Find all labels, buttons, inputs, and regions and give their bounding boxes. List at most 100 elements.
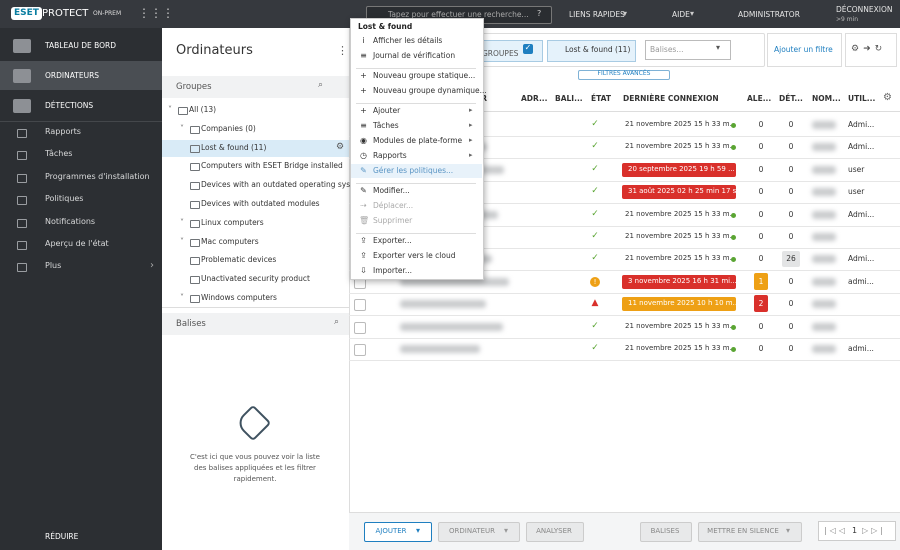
tags-header [162,313,349,335]
group-filter-box[interactable] [547,40,636,62]
group-settings[interactable]: ⚙ [336,141,345,152]
user: Admi... [848,120,875,129]
quick-links[interactable]: LIENS RAPIDES [569,10,625,19]
row-checkbox[interactable] [354,344,366,356]
groups-search[interactable]: ⌕ [318,80,324,90]
tree-item[interactable]: Companies (0) [201,123,256,133]
online-dot [731,347,736,352]
detections: 0 [788,344,794,353]
footer-button[interactable] [698,522,802,542]
panel-title: Ordinateurs [176,43,253,58]
pager-prev[interactable]: |◁◁ [824,526,848,535]
nav-secondary[interactable]: Politiques [45,194,84,204]
footer-button[interactable] [526,522,584,542]
tree-item[interactable]: Computers with ESET Bridge installed [201,161,343,171]
computer-name [400,277,509,286]
submenu-arrow: ▸ [469,121,473,129]
last-connection: 3 novembre 2025 16 h 31 mi... [628,276,737,285]
user: user [848,187,865,197]
menu-item[interactable]: Importer... [373,266,413,275]
nav-secondary[interactable]: Notifications [45,216,96,226]
menu-item[interactable]: Nouveau groupe statique... [373,71,476,80]
menu-item[interactable]: Ajouter [373,106,401,115]
tree-item[interactable]: All (13) [189,105,217,114]
tree-item[interactable]: Problematic devices [201,255,277,265]
nav-secondary[interactable]: Tâches [45,149,73,159]
menu-item[interactable]: Modifier... [373,186,410,195]
column-settings[interactable]: ⚙ [883,92,892,103]
nav-primary[interactable]: ORDINATEURS [45,71,100,80]
os-name [812,277,836,286]
os-name [812,233,836,241]
connection-badge [622,162,736,177]
footer-button-label: ORDINATEUR [449,527,495,535]
tree-item[interactable]: Windows computers [201,293,277,302]
panel-menu[interactable]: ⋮ [337,44,348,57]
column-header[interactable]: DERNIÈRE CONNEXION [623,94,719,103]
nav-secondary[interactable]: Aperçu de l'état [45,239,109,248]
alerts: 0 [758,209,764,219]
nav-secondary[interactable]: Plus [45,261,62,271]
apps-grid[interactable]: ⋮⋮⋮ [138,6,174,20]
menu-icon: ⇩ [360,266,367,275]
menu-separator [356,103,476,104]
tree-arrow[interactable]: ˅ [180,236,184,246]
tree-item[interactable]: Devices with outdated modules [201,199,320,208]
menu-item[interactable]: Journal de vérification [373,51,456,60]
tree-arrow[interactable]: ˅ [180,217,184,227]
add-filter[interactable]: Ajouter un filtre [774,45,833,54]
column-header[interactable]: ADR... [521,94,548,103]
logout[interactable]: DÉCONNEXION [836,5,893,14]
menu-item[interactable]: Rapports [373,151,407,160]
tree-arrow[interactable]: ˅ [180,123,184,133]
tree-arrow[interactable]: ˅ [168,105,172,114]
column-header[interactable]: BALI... [555,94,583,103]
row-checkbox[interactable] [354,321,366,334]
tree-item[interactable]: Devices with an outdated operating syste… [201,180,365,190]
row-checkbox[interactable] [354,299,366,312]
tags-placeholder: Balises... [650,45,684,54]
nav-primary[interactable]: TABLEAU DE BORD [45,41,116,50]
column-header[interactable]: UTIL... [848,94,876,103]
tags-search[interactable]: ⌕ [334,317,340,327]
column-header[interactable]: NOM... [812,94,841,103]
folder-icon [190,201,200,209]
menu-item[interactable]: Afficher les détails [373,36,443,45]
row-line [349,203,900,205]
tree-item[interactable]: Unactivated security product [201,274,310,284]
column-header[interactable]: ÉTAT [591,94,611,103]
column-header[interactable]: DÉT... [779,94,803,103]
column-header[interactable]: ALE... [747,94,772,103]
detection-badge [782,251,800,268]
nav-secondary[interactable]: Programmes d'installation [45,171,150,181]
row-line [349,248,900,249]
help[interactable]: AIDE [672,10,690,19]
user[interactable]: ADMINISTRATOR [738,10,800,19]
toolbar-icons[interactable]: ⚙➜↻ [851,44,887,54]
menu-item: Supprimer [373,216,413,225]
footer-button[interactable] [364,522,432,542]
pager-next[interactable]: ▷▷| [862,526,886,535]
detections: 0 [788,299,794,309]
menu-item[interactable]: Nouveau groupe dynamique... [373,86,487,95]
advanced-filters[interactable]: FILTRES AVANCÉS [578,70,670,80]
alerts: 0 [758,120,764,129]
menu-item[interactable]: Exporter vers le cloud [373,251,456,260]
tree-item[interactable]: Linux computers [201,217,264,227]
tree-item[interactable]: Lost & found (11) [201,142,267,152]
row-line [349,225,900,227]
nav-secondary[interactable]: Rapports [45,127,81,136]
tags-select[interactable] [645,40,731,60]
menu-item[interactable]: Modules de plate-forme [373,136,463,145]
user: user [848,164,865,174]
menu-item[interactable]: Gérer les politiques... [373,166,454,175]
tree-item[interactable]: Mac computers [201,236,259,246]
menu-item[interactable]: Exporter... [373,236,412,245]
footer-button[interactable] [640,522,692,542]
collapse[interactable]: RÉDUIRE [45,532,79,541]
footer-button[interactable] [438,522,520,542]
tree-arrow[interactable]: ˅ [180,293,184,302]
menu-item[interactable]: Tâches [373,121,399,130]
nav-primary[interactable]: DÉTECTIONS [45,101,94,110]
